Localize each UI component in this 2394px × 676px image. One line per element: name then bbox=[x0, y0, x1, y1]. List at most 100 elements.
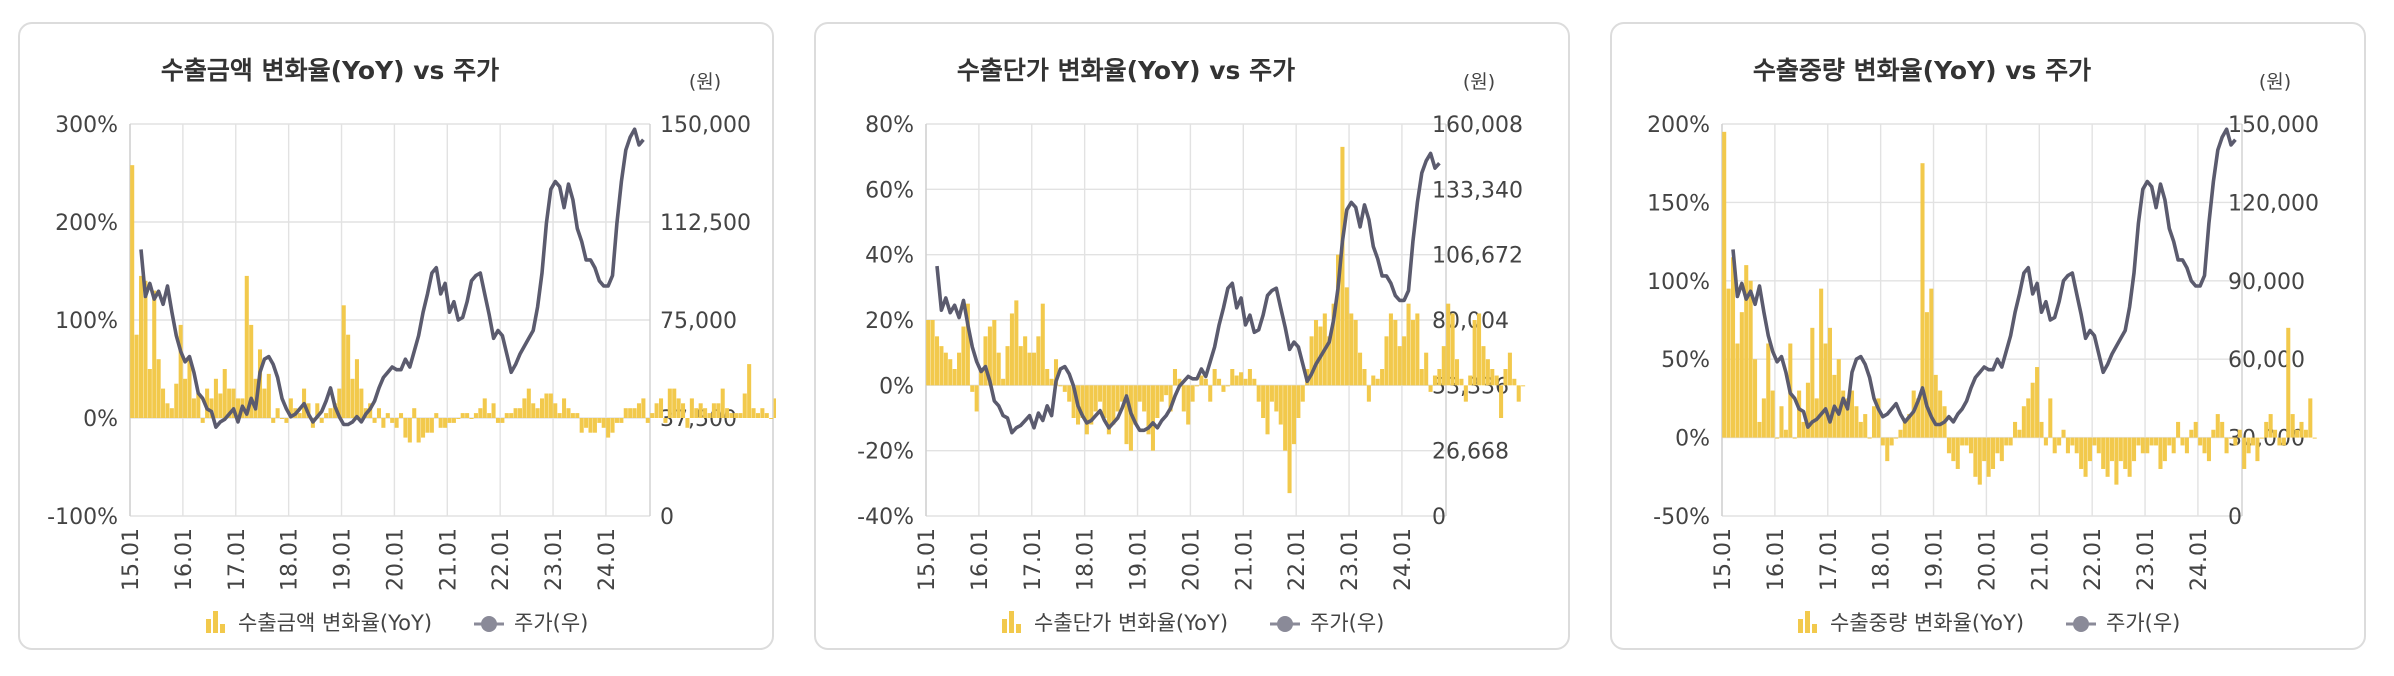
x-tick-label: 24.01 bbox=[595, 528, 620, 591]
chart-svg-export-volume: 수출중량 변화율(YoY) vs 주가 (원) 200% 150,000 150% 1… bbox=[1647, 56, 2319, 635]
bar bbox=[1801, 421, 1806, 438]
bar bbox=[645, 418, 650, 423]
bar bbox=[244, 275, 249, 418]
right-tick-label: 75,000 bbox=[660, 309, 737, 334]
bar bbox=[531, 403, 536, 418]
bar bbox=[1827, 327, 1832, 438]
bar bbox=[2184, 437, 2189, 454]
bar bbox=[2162, 437, 2167, 462]
bar bbox=[1730, 257, 1736, 438]
bar bbox=[429, 418, 434, 433]
bar bbox=[200, 418, 205, 423]
bar bbox=[2140, 437, 2145, 454]
bar bbox=[1256, 385, 1261, 402]
bar bbox=[1084, 385, 1089, 435]
bar bbox=[1960, 437, 1965, 446]
legend-bar-swatch bbox=[206, 611, 225, 633]
bar bbox=[1507, 352, 1512, 386]
bar bbox=[987, 326, 992, 386]
bar bbox=[324, 413, 329, 418]
bar bbox=[183, 378, 188, 418]
bar bbox=[1761, 398, 1766, 438]
bar bbox=[1313, 320, 1319, 386]
bar bbox=[553, 403, 558, 418]
bar bbox=[755, 413, 760, 418]
bar bbox=[438, 418, 443, 428]
bar bbox=[641, 398, 646, 418]
bar bbox=[2228, 437, 2234, 439]
bar bbox=[2290, 414, 2295, 438]
bar bbox=[1159, 385, 1164, 402]
plot-area: 80% 160,008 60% 133,340 40% 106,672 20% 80,004 0… bbox=[857, 113, 1526, 591]
bar bbox=[628, 408, 633, 418]
bar bbox=[249, 324, 254, 418]
bar bbox=[1823, 343, 1828, 438]
bar bbox=[676, 398, 681, 418]
bar bbox=[1946, 437, 1951, 454]
left-tick-label: 0% bbox=[83, 407, 118, 432]
bar bbox=[1181, 385, 1186, 412]
bar bbox=[1133, 385, 1138, 425]
bar bbox=[606, 418, 611, 438]
right-tick-label: 0 bbox=[1432, 505, 1446, 530]
bar bbox=[1722, 131, 1727, 438]
bar bbox=[1243, 378, 1248, 386]
bar bbox=[2206, 437, 2211, 462]
bar bbox=[540, 398, 545, 418]
bar bbox=[1885, 437, 1890, 462]
bar bbox=[456, 418, 461, 419]
bar bbox=[930, 320, 935, 386]
x-tick-label: 24.01 bbox=[1391, 528, 1416, 591]
bar bbox=[2136, 437, 2141, 446]
bar bbox=[1744, 265, 1749, 438]
bar bbox=[1441, 346, 1446, 386]
bar bbox=[1929, 288, 1934, 438]
bar bbox=[1766, 343, 1771, 438]
bar bbox=[1384, 336, 1389, 386]
x-tick-label: 23.01 bbox=[1338, 528, 1363, 591]
bar bbox=[1172, 369, 1178, 386]
legend: 수출중량 변화율(YoY) 주가(우) bbox=[1798, 611, 2180, 635]
bar bbox=[138, 275, 144, 418]
bar bbox=[284, 418, 289, 423]
bar bbox=[2308, 398, 2313, 438]
bar bbox=[1406, 303, 1411, 386]
bar bbox=[1353, 320, 1358, 386]
bar bbox=[1924, 312, 1929, 438]
bar bbox=[579, 418, 584, 433]
bar bbox=[619, 418, 624, 423]
bar bbox=[747, 364, 752, 418]
bar bbox=[495, 418, 500, 423]
chart-card-export-value: 수출금액 변화율(YoY) vs 주가 (원) 300% 150,000 200% 1… bbox=[18, 22, 776, 650]
bar bbox=[1783, 429, 1788, 438]
bar bbox=[1770, 390, 1775, 438]
bar bbox=[143, 280, 148, 418]
legend: 수출금액 변화율(YoY) 주가(우) bbox=[206, 611, 588, 635]
bar bbox=[1841, 390, 1846, 438]
bar bbox=[2114, 437, 2119, 485]
bar bbox=[319, 418, 324, 423]
bar bbox=[1252, 378, 1257, 386]
bar bbox=[156, 359, 161, 418]
bar bbox=[509, 413, 514, 418]
bar bbox=[1419, 369, 1424, 386]
bar bbox=[1735, 343, 1740, 438]
bar bbox=[1142, 385, 1147, 412]
bar bbox=[1757, 421, 1762, 438]
bar bbox=[1234, 375, 1239, 386]
bar bbox=[1867, 437, 1872, 439]
bar bbox=[1336, 254, 1341, 386]
bar bbox=[979, 369, 984, 386]
chart-title: 수출중량 변화율(YoY) vs 주가 bbox=[1753, 56, 2091, 85]
bar bbox=[2268, 414, 2273, 438]
bar bbox=[2281, 437, 2286, 446]
bar bbox=[1424, 352, 1429, 386]
right-tick-label: 160,008 bbox=[1432, 113, 1523, 138]
bar bbox=[350, 378, 355, 418]
bar bbox=[2303, 429, 2308, 438]
bar bbox=[1058, 385, 1063, 387]
bar bbox=[1053, 359, 1059, 386]
bar bbox=[271, 418, 276, 423]
bar bbox=[1468, 375, 1473, 386]
bar bbox=[1344, 287, 1349, 386]
